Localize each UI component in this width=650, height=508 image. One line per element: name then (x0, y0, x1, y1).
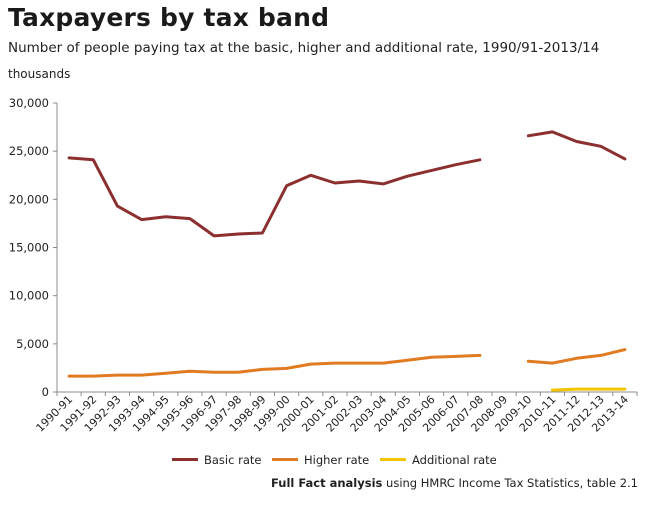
legend-label-additional: Additional rate (412, 453, 497, 467)
y-tick-label: 30,000 (9, 96, 49, 110)
legend-label-higher: Higher rate (304, 453, 370, 467)
y-tick-label: 10,000 (9, 289, 49, 303)
source-bold: Full Fact analysis (270, 476, 383, 490)
legend-swatch-basic (172, 458, 198, 461)
legend-item-additional: Additional rate (380, 453, 497, 467)
series-line-higher-rate (67, 353, 482, 378)
legend-item-basic: Basic rate (172, 453, 261, 467)
legend-swatch-higher (272, 458, 298, 461)
source-rest: using HMRC Income Tax Statistics, table … (382, 476, 638, 490)
chart-subtitle: Number of people paying tax at the basic… (8, 40, 600, 56)
series-line-basic-rate (526, 130, 627, 161)
legend-swatch-additional (380, 458, 406, 461)
line-chart: 05,00010,00015,00020,00025,00030,0001990… (9, 96, 638, 435)
source-note: Full Fact analysis using HMRC Income Tax… (271, 476, 638, 490)
y-tick-label: 5,000 (16, 337, 49, 351)
legend-item-higher: Higher rate (272, 453, 369, 467)
y-tick-label: 20,000 (9, 192, 49, 206)
y-tick-label: 25,000 (9, 144, 49, 158)
series-line-additional-rate (550, 387, 627, 392)
y-unit-label: thousands (8, 67, 71, 81)
chart-title: Taxpayers by tax band (8, 3, 330, 32)
legend-label-basic: Basic rate (204, 453, 262, 467)
y-tick-label: 0 (42, 385, 49, 399)
y-tick-label: 15,000 (9, 241, 49, 255)
series-line-basic-rate (67, 156, 482, 238)
series-line-higher-rate (526, 348, 627, 365)
